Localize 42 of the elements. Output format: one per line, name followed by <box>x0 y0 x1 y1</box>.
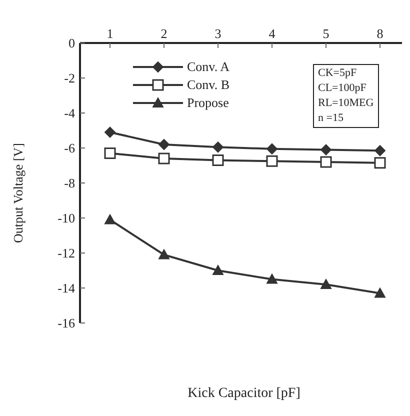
y-tick-label: -10 <box>58 210 75 226</box>
x-tick-label: 2 <box>160 26 168 41</box>
y-tick-label: -6 <box>64 140 76 156</box>
y-tick-label: -14 <box>58 280 76 296</box>
point <box>266 143 278 154</box>
y-tick-label: -8 <box>64 176 75 191</box>
y-tick-label: 0 <box>68 36 75 51</box>
legend-label: Propose <box>187 95 229 111</box>
x-tick-label: 5 <box>322 26 330 41</box>
point <box>374 157 386 169</box>
annotation: CL=100pF <box>318 81 368 96</box>
x-axis-title: Kick Capacitor [pF] <box>186 386 302 402</box>
point <box>158 249 170 260</box>
annotation: RL=10MEG <box>318 96 374 111</box>
annotation: CK=5pF <box>318 66 358 81</box>
point <box>266 274 278 284</box>
point <box>320 144 332 156</box>
point <box>320 156 332 168</box>
x-tick-label: 3 <box>214 26 222 41</box>
point <box>212 154 224 166</box>
point <box>320 279 332 289</box>
x-tick-label: 8 <box>376 26 384 41</box>
legend-label: Conv. B <box>187 77 230 93</box>
point <box>374 145 386 156</box>
point <box>212 142 224 153</box>
y-axis-title: Output Voltage [V] <box>10 143 26 243</box>
point <box>104 214 116 224</box>
y-tick-label: -2 <box>64 70 75 86</box>
y-tick-label: -4 <box>64 106 76 121</box>
point <box>374 288 386 298</box>
point <box>104 126 116 138</box>
point <box>104 148 116 159</box>
y-tick-label: -12 <box>58 246 75 261</box>
annotation: n =15 <box>318 111 344 126</box>
y-tick-label: -16 <box>58 316 76 331</box>
x-tick-label: 4 <box>268 26 276 41</box>
legend-label: Conv. A <box>187 59 230 75</box>
x-tick-label: 1 <box>106 26 114 41</box>
point <box>212 265 224 275</box>
point <box>158 152 170 164</box>
point <box>158 139 170 150</box>
point <box>266 155 278 167</box>
